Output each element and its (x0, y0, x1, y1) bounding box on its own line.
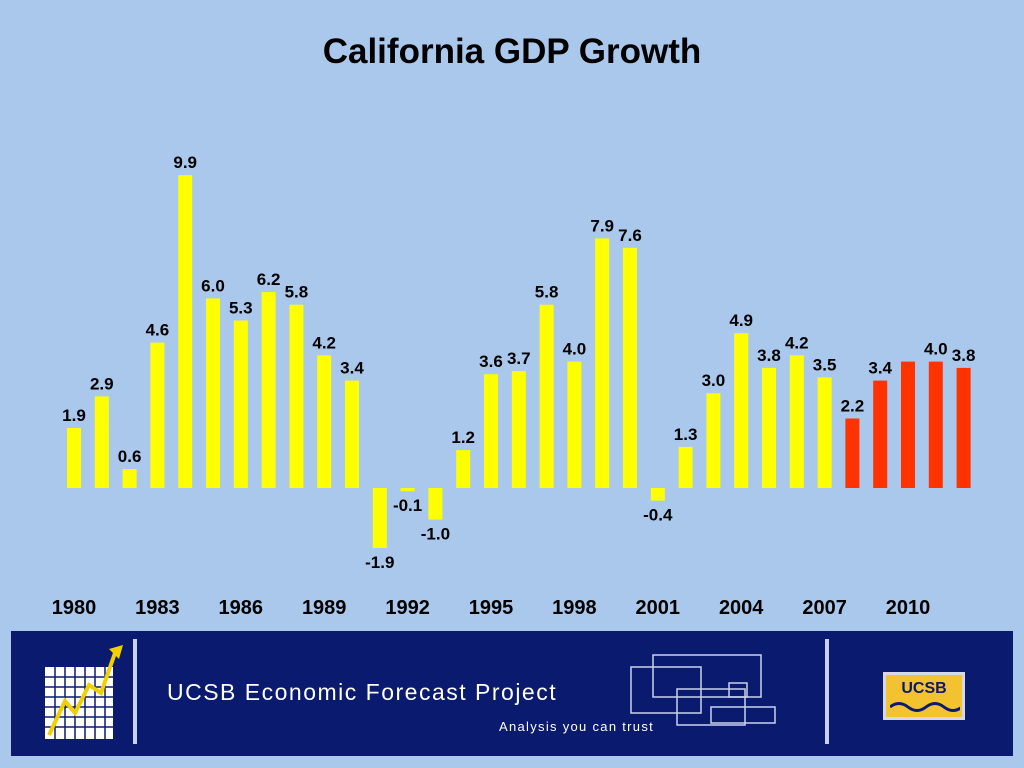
data-label-2011: 4.0 (924, 340, 948, 359)
bar-1989 (317, 355, 332, 488)
bar-1988 (289, 304, 304, 488)
bar-1983 (150, 342, 165, 488)
x-tick-2004: 2004 (719, 597, 764, 619)
bar-1992 (400, 488, 415, 492)
data-label-1989: 4.2 (312, 333, 336, 352)
data-label-1998: 4.0 (563, 340, 587, 359)
data-label-1983: 4.6 (146, 321, 170, 340)
bar-1998 (567, 361, 582, 488)
data-label-1993: -1.0 (421, 525, 450, 544)
bar-1985 (206, 298, 220, 488)
bar-1984 (178, 175, 193, 488)
rising-chart-icon (45, 645, 123, 739)
data-label-2007: 3.5 (813, 355, 837, 374)
brand-name: UCSB Economic Forecast Project (167, 679, 558, 705)
data-label-1994: 1.2 (451, 428, 475, 447)
data-label-2008: 2.2 (841, 397, 865, 416)
data-label-1985: 6.0 (201, 276, 225, 295)
data-label-2003: 3.0 (702, 371, 726, 390)
data-label-1986: 5.3 (229, 299, 253, 318)
bar-1995 (484, 374, 498, 488)
x-tick-1989: 1989 (302, 597, 347, 619)
x-tick-2010: 2010 (886, 597, 931, 619)
bar-1999 (595, 238, 610, 488)
bar-2003 (706, 393, 721, 488)
x-tick-1980: 1980 (52, 597, 97, 619)
bar-2005 (762, 367, 776, 488)
data-label-1995: 3.6 (479, 352, 503, 371)
bar-1993 (428, 488, 443, 520)
bar-2006 (789, 355, 804, 488)
x-tick-2001: 2001 (636, 597, 681, 619)
data-label-1990: 3.4 (340, 359, 364, 378)
x-tick-2007: 2007 (802, 597, 847, 619)
x-tick-1992: 1992 (385, 597, 430, 619)
data-label-1996: 3.7 (507, 349, 531, 368)
data-label-1987: 6.2 (257, 270, 281, 289)
data-label-2012: 3.8 (952, 346, 976, 365)
data-label-1999: 7.9 (590, 216, 614, 235)
data-label-2004: 4.9 (729, 311, 753, 330)
bar-1986 (233, 320, 248, 488)
data-label-1997: 5.8 (535, 283, 559, 302)
data-label-1984: 9.9 (173, 153, 197, 172)
bar-1987 (261, 292, 276, 488)
data-label-2006: 4.2 (785, 333, 809, 352)
data-label-2005: 3.8 (757, 346, 781, 365)
x-tick-1986: 1986 (219, 597, 264, 619)
bar-2012 (956, 367, 971, 488)
ucsb-badge: UCSB (883, 672, 965, 720)
data-label-2002: 1.3 (674, 425, 698, 444)
bar-2011 (928, 361, 943, 488)
data-label-1982: 0.6 (118, 447, 142, 466)
bar-2000 (623, 247, 637, 488)
footer-divider-right (825, 639, 829, 744)
bar-1996 (511, 371, 526, 488)
bar-2001 (650, 488, 665, 501)
data-label-2001: -0.4 (643, 506, 673, 525)
bar-1981 (94, 396, 109, 488)
bar-2010 (901, 361, 915, 488)
box-pattern-graphic (630, 654, 776, 726)
bar-1980 (67, 428, 81, 488)
x-tick-1998: 1998 (552, 597, 597, 619)
bar-1997 (539, 304, 554, 488)
ucsb-badge-text: UCSB (901, 680, 947, 697)
bar-1982 (122, 469, 137, 488)
bar-2008 (845, 418, 860, 488)
data-label-1992: -0.1 (393, 496, 422, 515)
bar-1991 (372, 488, 387, 548)
data-label-2009: 3.4 (868, 359, 892, 378)
x-tick-1995: 1995 (469, 597, 514, 619)
bar-2004 (734, 333, 749, 488)
tagline: Analysis you can trust (499, 719, 655, 734)
data-label-2000: 7.6 (618, 226, 642, 245)
footer-banner: UCSB Economic Forecast Project Analysis … (11, 631, 1013, 756)
chart-title: California GDP Growth (322, 32, 702, 71)
wave-icon (890, 702, 960, 712)
data-label-1981: 2.9 (90, 374, 114, 393)
bar-2009 (873, 380, 888, 488)
bar-2007 (817, 377, 832, 488)
bar-1994 (456, 450, 471, 488)
data-label-1980: 1.9 (62, 406, 86, 425)
data-label-1988: 5.8 (285, 283, 309, 302)
data-label-1991: -1.9 (365, 553, 394, 572)
footer-divider-left (133, 639, 137, 744)
gdp-bar-chart: 1.92.90.64.69.96.05.36.25.84.23.4-1.9-0.… (52, 153, 976, 619)
bar-2002 (678, 446, 693, 488)
bar-1990 (345, 380, 359, 488)
x-tick-1983: 1983 (135, 597, 180, 619)
